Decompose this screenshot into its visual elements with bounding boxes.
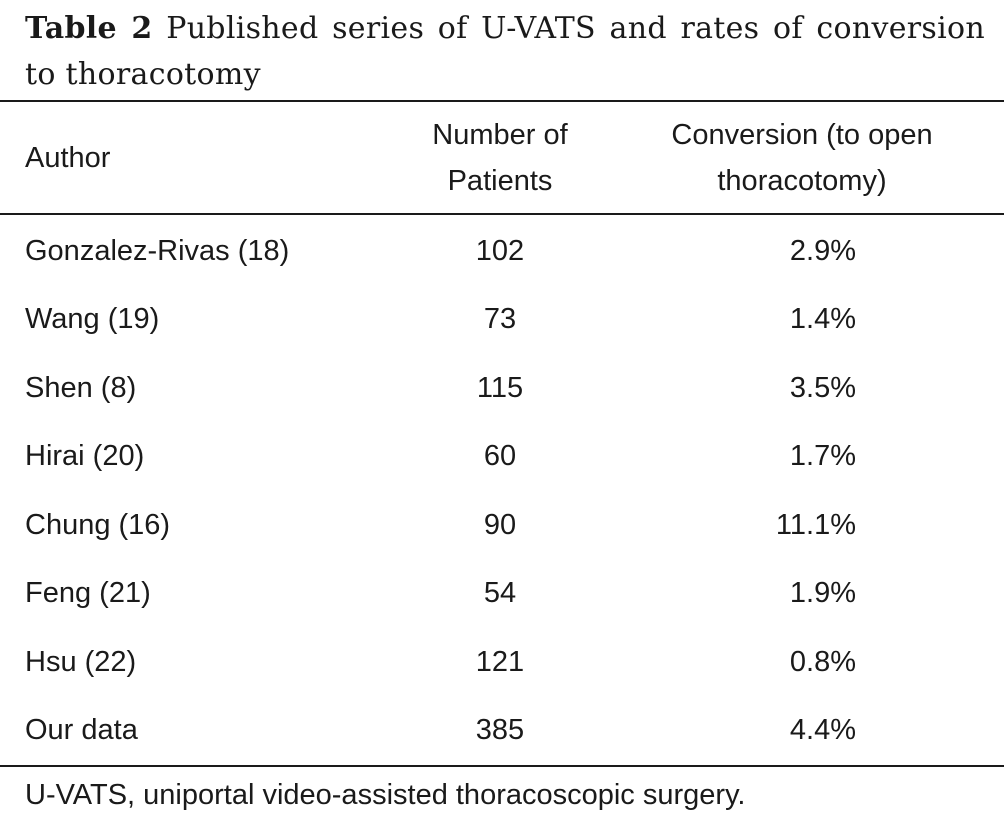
cell-author: Gonzalez-Rivas (18) [25, 234, 290, 267]
cell-patients: 385 [475, 714, 525, 747]
header-conversion-line1: Conversion (to open [671, 118, 933, 151]
cell-patients: 121 [475, 645, 525, 678]
cell-conversion: 11.1% [775, 508, 856, 541]
cell-author: Feng (21) [25, 577, 151, 610]
cell-patients: 115 [476, 371, 524, 404]
table-header-row: Author Number of Patients Conversion (to… [0, 102, 1004, 213]
cell-conversion: 3.5% [789, 371, 856, 404]
cell-patients: 60 [483, 440, 517, 473]
table-row: Shen (8) 115 3.5% [0, 354, 1004, 423]
cell-author: Chung (16) [25, 508, 171, 541]
cell-patients: 73 [483, 303, 517, 336]
table-row: Chung (16) 90 11.1% [0, 491, 1004, 560]
table-label: Table 2 [25, 11, 153, 46]
header-conversion-line2: thoracotomy) [717, 164, 887, 197]
table-row: Feng (21) 54 1.9% [0, 560, 1004, 629]
table-row: Hsu (22) 121 0.8% [0, 628, 1004, 697]
header-author: Author [25, 141, 111, 174]
table-row: Wang (19) 73 1.4% [0, 286, 1004, 355]
cell-author: Our data [25, 714, 138, 747]
cell-conversion: 1.4% [789, 303, 856, 336]
cell-conversion: 1.7% [789, 440, 856, 473]
cell-author: Shen (8) [25, 371, 137, 404]
bottom-rule [0, 765, 1004, 767]
table-row: Gonzalez-Rivas (18) 102 2.9% [0, 213, 1004, 286]
cell-patients: 102 [475, 234, 525, 267]
header-patients: Number of Patients [380, 102, 620, 213]
cell-conversion: 2.9% [789, 234, 856, 267]
cell-conversion: 4.4% [789, 714, 856, 747]
cell-patients: 90 [483, 508, 517, 541]
header-rule [0, 213, 1004, 215]
table-row: Hirai (20) 60 1.7% [0, 423, 1004, 492]
cell-author: Hirai (20) [25, 440, 145, 473]
header-conversion: Conversion (to open thoracotomy) [620, 102, 1004, 213]
top-rule [0, 100, 1004, 102]
cell-conversion: 0.8% [789, 645, 856, 678]
table-row: Our data 385 4.4% [0, 697, 1004, 766]
table-caption: Table 2 Published series of U-VATS and r… [25, 6, 985, 98]
data-table: Author Number of Patients Conversion (to… [0, 102, 1004, 765]
cell-conversion: 1.9% [789, 577, 856, 610]
header-patients-line2: Patients [447, 164, 553, 197]
cell-patients: 54 [483, 577, 517, 610]
header-patients-line1: Number of [432, 118, 568, 151]
cell-author: Wang (19) [25, 303, 160, 336]
table-footnote: U-VATS, uniportal video-assisted thoraco… [25, 779, 746, 811]
cell-author: Hsu (22) [25, 645, 137, 678]
table-title: Published series of U-VATS and rates of … [25, 11, 985, 92]
